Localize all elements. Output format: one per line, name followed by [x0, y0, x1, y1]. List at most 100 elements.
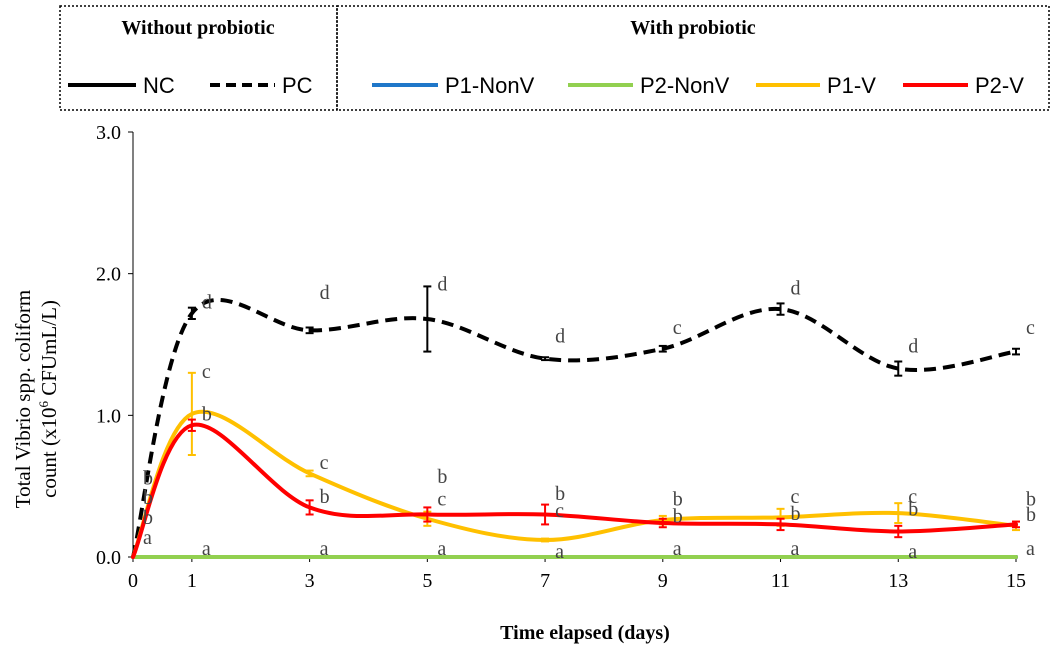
data-point-p2-nonv [897, 556, 899, 558]
y-axis-label-line2: count (x106 CFUmL/L) [36, 300, 61, 498]
annotation-letter: c [555, 500, 564, 522]
legend-label-p2-nonv: P2-NonV [640, 73, 730, 98]
y-tick-label: 3.0 [96, 122, 121, 144]
error-bar-pc [423, 285, 432, 353]
plot-axes: 0.01.02.03.0 0 1 3 5 7 9 11 13 15 [96, 122, 1026, 592]
error-bar-pc [1012, 347, 1020, 356]
error-bar-pc [658, 344, 667, 353]
error-bar-p2-v [423, 506, 432, 523]
y-axis-label: Total Vibrio spp. coliform count (x106 C… [11, 290, 61, 509]
annotation-letter: a [1026, 538, 1035, 560]
y-axis-label-prefix: count (x10 [37, 408, 61, 498]
annotation-letter: c [673, 317, 682, 339]
annotation-letter: d [437, 273, 447, 295]
error-bar-p1-v [541, 537, 550, 543]
annotation-letter: b [202, 404, 212, 426]
legend-item-nc: NC [68, 73, 175, 98]
x-tick-label: 1 [187, 570, 197, 592]
annotation-letter: d [555, 326, 565, 348]
annotation-letter: b [791, 503, 801, 525]
series-p2-v [131, 418, 1020, 559]
x-tick-label: 0 [128, 570, 138, 592]
series-line-p1-v [131, 409, 1018, 559]
x-tick-label: 5 [422, 570, 432, 592]
annotation-letter: b [555, 483, 565, 505]
annotation-letter: a [555, 541, 564, 563]
x-ticks: 0 1 3 5 7 9 11 13 15 [128, 557, 1026, 592]
legend-items: NC PC P1-NonV P2-NonV P1-V P2-V [68, 73, 1024, 98]
error-bar-p2-v [776, 517, 785, 532]
annotation-letter: b [1026, 489, 1036, 511]
annotation-letter: d [791, 278, 801, 300]
annotation-letter: a [320, 538, 329, 560]
annotation-letter: a [673, 538, 682, 560]
legend-label-p1-v: P1-V [827, 73, 876, 98]
error-bar-p1-v [894, 502, 903, 524]
series-line-p2-v [131, 422, 1018, 559]
data-point-p2-nonv [191, 556, 193, 558]
error-bar-p1-v [187, 371, 196, 456]
annotation-letter: c [908, 486, 917, 508]
y-axis-label-line1: Total Vibrio spp. coliform [11, 290, 35, 509]
error-bar-p2-v [541, 503, 550, 526]
annotation-letter: b [1026, 504, 1036, 526]
annotation-letter: b [908, 499, 918, 521]
annotation-letter: d [202, 292, 212, 314]
data-point-p2-v [132, 556, 134, 558]
x-tick-label: 11 [771, 570, 790, 592]
x-tick-label: 13 [888, 570, 908, 592]
annotation-letter: b [143, 467, 153, 489]
data-point-p2-nonv [309, 556, 311, 558]
legend: Without probiotic With probiotic NC PC P1-… [59, 5, 1050, 111]
y-tick-label: 1.0 [96, 405, 121, 427]
annotation-letter: c [791, 486, 800, 508]
series-p2-nonv [131, 554, 1018, 560]
series-layer [131, 285, 1020, 560]
legend-label-pc: PC [282, 73, 313, 98]
annotation-letter: b [673, 489, 683, 511]
annotation-letter: c [1026, 317, 1035, 339]
y-axis-label-sup: 6 [36, 401, 51, 408]
annotation-letter: d [320, 282, 330, 304]
legend-group-with-title: With probiotic [630, 17, 756, 39]
legend-item-p2-v: P2-V [903, 73, 1024, 98]
y-ticks: 0.0 1.0 2.0 3.0 [96, 122, 133, 569]
annotation-letter: d [908, 336, 918, 358]
error-bar-p2-v [658, 517, 667, 529]
error-bar-p2-v [1012, 520, 1020, 529]
annotation-letter: a [908, 541, 917, 563]
data-point-p2-nonv [544, 556, 546, 558]
data-point-p2-nonv [780, 556, 782, 558]
series-line-pc [131, 298, 1017, 558]
y-tick-label: 0.0 [96, 547, 121, 569]
annotation-letter: a [791, 538, 800, 560]
annotation-letter: b [673, 506, 683, 528]
legend-item-p2-nonv: P2-NonV [568, 73, 730, 98]
legend-item-p1-nonv: P1-NonV [372, 73, 535, 98]
x-tick-label: 3 [305, 570, 315, 592]
x-tick-label: 9 [658, 570, 668, 592]
data-point-p2-nonv [662, 556, 664, 558]
annotation-letter: a [437, 538, 446, 560]
error-bar-pc [541, 356, 550, 362]
error-bar-pc [776, 302, 785, 316]
legend-box-with [336, 5, 1050, 111]
data-point-p2-nonv [1015, 556, 1017, 558]
error-bar-p2-v [187, 418, 196, 432]
annotation-letter: c [202, 361, 211, 383]
x-axis-label: Time elapsed (days) [500, 622, 670, 644]
annotation-letter: a [202, 538, 211, 560]
annotation-letter: c [437, 489, 446, 511]
legend-label-p1-nonv: P1-NonV [445, 73, 535, 98]
annotation-letter: c [320, 452, 329, 474]
error-bar-p2-v [305, 499, 314, 516]
annotation-letter: a [143, 527, 152, 549]
legend-label-nc: NC [143, 73, 175, 98]
legend-label-p2-v: P2-V [975, 73, 1024, 98]
legend-item-pc: PC [210, 73, 313, 98]
data-point-p2-nonv [426, 556, 428, 558]
error-bar-pc [894, 360, 903, 377]
annotation-letter: b [320, 486, 330, 508]
